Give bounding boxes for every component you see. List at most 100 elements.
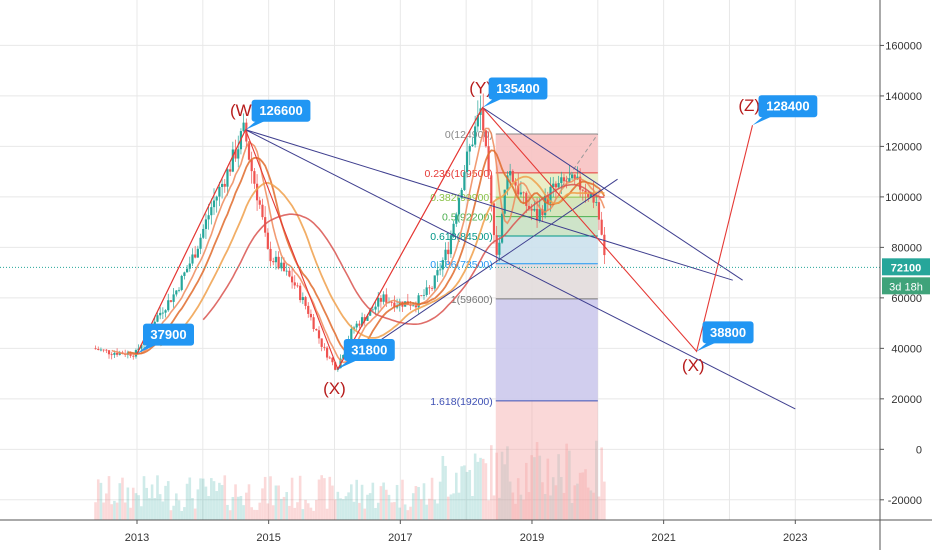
fib-level-label: 0(124900) xyxy=(445,129,493,141)
volume-bar xyxy=(123,502,127,520)
volume-bar xyxy=(500,451,504,520)
candle-body xyxy=(328,357,331,359)
candle-body xyxy=(412,305,415,307)
candle-body xyxy=(204,219,208,229)
volume-bar xyxy=(99,482,103,520)
volume-bar xyxy=(323,478,326,520)
callout-pointer xyxy=(337,359,360,370)
candle-body xyxy=(549,186,552,204)
candle-body xyxy=(113,352,116,355)
volume-bar xyxy=(142,476,146,520)
volume-bar xyxy=(234,484,237,520)
candle-body xyxy=(296,285,299,287)
volume-bar xyxy=(441,455,445,520)
volume-bar xyxy=(422,483,426,520)
candle-body xyxy=(482,108,485,131)
candle-body xyxy=(425,287,428,295)
volume-bar xyxy=(96,479,100,520)
volume-bar xyxy=(242,505,245,520)
volume-bar xyxy=(498,497,501,520)
volume-bar xyxy=(231,496,235,520)
fib-band xyxy=(495,298,598,401)
volume-bar xyxy=(468,470,472,520)
wave-line-alt xyxy=(136,129,247,354)
candle-body xyxy=(358,323,361,326)
candle-body xyxy=(323,346,326,348)
candle-body xyxy=(253,171,256,184)
volume-bar xyxy=(212,481,216,520)
candle-body xyxy=(560,177,563,184)
candle-body xyxy=(487,146,490,176)
volume-bar xyxy=(258,502,262,520)
volume-bar xyxy=(121,477,124,520)
volume-bar xyxy=(484,463,488,520)
candle-body xyxy=(592,193,595,203)
candle-body xyxy=(269,248,272,262)
candle-body xyxy=(576,176,579,179)
trendlines[interactable] xyxy=(136,106,796,410)
volume-bar xyxy=(592,492,595,520)
volume-bar xyxy=(385,489,388,520)
volume-bar xyxy=(481,458,485,520)
candle-body xyxy=(517,185,520,195)
candle-body xyxy=(360,317,364,326)
volume-bar xyxy=(220,485,224,520)
volume-bar xyxy=(479,457,482,520)
candle-body xyxy=(272,261,275,263)
candle-body xyxy=(97,349,100,350)
candle-body xyxy=(156,315,159,322)
candle-body xyxy=(210,207,213,216)
fib-retracement[interactable]: 0(124900)0.236(109500)0.382(99900)0.5(92… xyxy=(424,129,599,521)
volume-bar xyxy=(403,504,407,520)
volume-bar xyxy=(325,508,329,520)
candle-body xyxy=(390,301,393,303)
candle-body xyxy=(282,262,286,271)
callout-pointer xyxy=(482,97,505,108)
candle-body xyxy=(274,256,278,263)
candle-body xyxy=(215,196,218,201)
volume-bar xyxy=(110,504,114,520)
candle-body xyxy=(573,174,576,179)
candle-body xyxy=(110,354,113,356)
volume-bar xyxy=(236,496,240,520)
candle-body xyxy=(420,295,423,297)
volume-bar xyxy=(113,500,116,520)
callout-label: 126600 xyxy=(259,103,302,118)
volume-bar xyxy=(296,502,299,520)
volume-bar xyxy=(535,442,539,520)
volume-bar xyxy=(129,507,132,520)
callout-box xyxy=(143,323,194,346)
candle-body xyxy=(385,294,388,303)
candle-body xyxy=(191,254,194,264)
volume-bar xyxy=(449,494,453,520)
price-callouts[interactable]: 37900 126600 31800 135400 38800 128400 xyxy=(137,77,818,370)
volume-bar xyxy=(177,500,181,520)
candle-body xyxy=(552,183,555,187)
candle-body xyxy=(115,352,119,355)
volume-bar xyxy=(551,477,555,520)
volume-bar xyxy=(315,500,318,520)
candle-body xyxy=(325,347,329,358)
candle-body xyxy=(444,249,447,261)
volume-bar xyxy=(546,458,550,520)
candle-body xyxy=(409,305,412,306)
volume-bar xyxy=(137,495,140,520)
volume-bar xyxy=(492,495,496,520)
volume-bar xyxy=(282,496,286,520)
wave-labels: (W) (X) (Y) (X) (Z) xyxy=(230,78,760,397)
candle-body xyxy=(498,242,501,255)
candle-body xyxy=(422,294,426,296)
countdown-label: 3d 18h xyxy=(889,281,923,293)
candle-body xyxy=(258,200,261,205)
volume-bar xyxy=(263,476,267,520)
volume-bar xyxy=(444,465,447,520)
volume-bar xyxy=(191,498,194,520)
candle-body xyxy=(194,254,197,258)
volume-bar xyxy=(290,477,294,520)
wave-label: (X) xyxy=(682,356,705,375)
candle-body xyxy=(500,213,504,243)
volume-bar xyxy=(339,498,342,520)
candle-body xyxy=(506,175,509,190)
candle-body xyxy=(587,194,590,198)
